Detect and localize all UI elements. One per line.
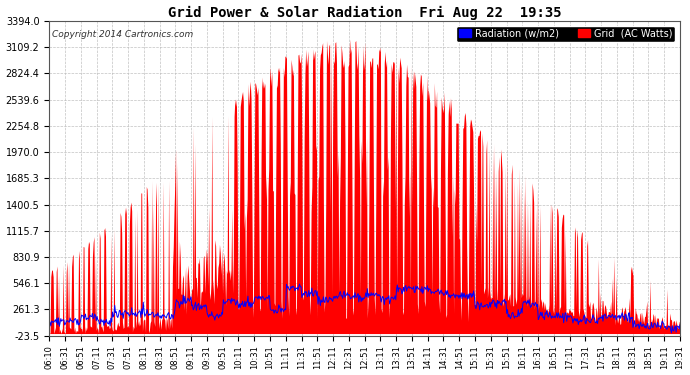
Title: Grid Power & Solar Radiation  Fri Aug 22  19:35: Grid Power & Solar Radiation Fri Aug 22 …	[168, 6, 562, 20]
Text: Copyright 2014 Cartronics.com: Copyright 2014 Cartronics.com	[52, 30, 194, 39]
Legend: Radiation (w/m2), Grid  (AC Watts): Radiation (w/m2), Grid (AC Watts)	[456, 26, 675, 42]
